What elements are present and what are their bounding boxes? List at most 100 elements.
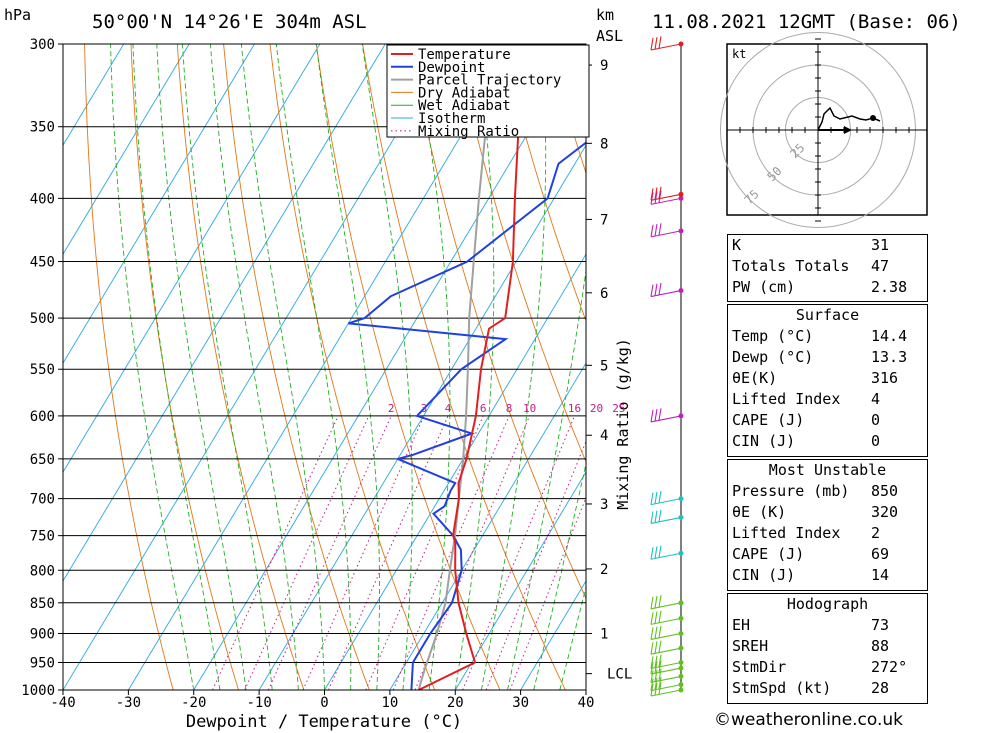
section-title: Hodograph [786, 595, 869, 613]
dry-adiabat-line [408, 44, 586, 600]
wind-barb-staff [650, 632, 682, 641]
km-tick-label: 9 [600, 58, 608, 74]
index-row: θE (K) 320 [728, 502, 927, 523]
datetime-title: 11.08.2021 12GMT (Base: 06) [652, 11, 961, 33]
wind-barb-flag [654, 611, 658, 624]
hodograph-trace [817, 106, 881, 131]
wind-barb-flag [654, 283, 658, 296]
wind-barb-flag [654, 510, 658, 523]
wind-barb-staff [650, 552, 682, 560]
wind-barb-flag [650, 642, 654, 655]
pressure-axis: 300 350 400 450 500 550 600 650 700 750 800 850 900 9… [21, 37, 63, 699]
mixing-ratio-label: 16 [568, 402, 581, 415]
wind-barb-flag [650, 627, 654, 640]
km-tick-label: 8 [600, 136, 608, 152]
dry-adiabat-line [501, 44, 586, 323]
index-label: Lifted Index [732, 390, 841, 408]
km-tick-label: 4 [600, 428, 608, 444]
index-row: Temp (°C) 14.4 [728, 326, 927, 347]
pressure-tick-label: 750 [30, 529, 55, 545]
isotherm-line [520, 580, 586, 690]
wind-barb-staff [650, 516, 682, 524]
temperature-line [418, 44, 527, 690]
index-value: 13.3 [871, 348, 908, 366]
wet-adiabat-line [415, 44, 451, 690]
mixing-ratio-line [462, 415, 575, 690]
wind-barb-flag [658, 282, 662, 296]
isotherm-line [63, 44, 451, 690]
index-value: 2 [871, 524, 881, 542]
index-value: 316 [871, 369, 899, 387]
wind-barb-staff [650, 415, 682, 423]
wind-barb-flag [650, 596, 654, 609]
wind-barb-flag [658, 676, 662, 690]
wind-barb-flag [658, 190, 662, 203]
isotherm-line [454, 471, 586, 690]
wet-adiabat-line [533, 462, 586, 690]
wind-barb-staff [650, 617, 682, 625]
totals-totals-label: Totals Totals [732, 257, 850, 275]
lcl-label: LCL [607, 667, 632, 683]
index-row: StmSpd (kt) 28 [728, 678, 927, 699]
mixing-ratio-label: 20 [590, 402, 603, 415]
section-title-row: Most Unstable [728, 460, 927, 481]
index-label: StmDir [732, 658, 787, 676]
index-value: 272° [871, 658, 908, 676]
wind-barb-flag [650, 188, 654, 201]
km-unit-label: km [596, 6, 614, 24]
index-row: CAPE (J) 0 [728, 410, 927, 431]
pressure-tick-label: 450 [30, 255, 55, 271]
pw-label: PW (cm) [732, 278, 796, 296]
wind-barb-flag [654, 626, 658, 639]
mixing-ratio-line [212, 415, 339, 690]
wind-barb-profile [650, 36, 684, 697]
pressure-tick-label: 500 [30, 311, 55, 327]
km-tick-label: 3 [600, 497, 608, 513]
mixing-ratio-labels: 2 3 4 6 8 10 16 20 25 [388, 402, 626, 415]
x-axis-title: Dewpoint / Temperature (°C) [186, 712, 462, 732]
wind-barb-flag [658, 654, 662, 667]
mixing-ratio-label: 3 [421, 402, 428, 415]
hodograph-marker [870, 115, 876, 121]
km-tick-label: 7 [600, 212, 608, 228]
wind-barb-flag [654, 677, 658, 690]
wind-barb-flag [658, 36, 662, 49]
isotherm-line [63, 44, 255, 364]
index-value: 88 [871, 637, 890, 655]
section-title: Surface [795, 306, 860, 324]
wind-barb-staff [650, 684, 682, 692]
temperature-tick-label: 0 [320, 695, 328, 711]
index-label: CIN (J) [732, 432, 796, 450]
index-row: θE(K) 316 [728, 368, 927, 389]
wind-barb-flag [650, 224, 654, 237]
k-index-value: 31 [871, 236, 890, 254]
wet-adiabat-line [315, 44, 380, 690]
wind-barb-flag [654, 669, 658, 682]
pw-row: PW (cm) 2.38 [728, 277, 927, 298]
wind-barb-flag [654, 491, 658, 504]
index-row: Dewp (°C) 13.3 [728, 347, 927, 368]
wind-barb-flag [658, 640, 662, 653]
asl-unit-label: ASL [596, 27, 623, 45]
index-value: 69 [871, 545, 890, 563]
wind-barb-flag [650, 192, 654, 205]
index-label: Pressure (mb) [732, 482, 850, 500]
mixing-ratio-label: 10 [523, 402, 536, 415]
dry-adiabat-line [965, 44, 1000, 690]
wet-adiabat-line [559, 585, 586, 690]
index-label: Lifted Index [732, 524, 841, 542]
legend-label: Dry Adiabat [418, 85, 511, 101]
wind-barb-flag [650, 656, 654, 669]
wind-barb-flag [654, 191, 658, 204]
dewpoint-line [347, 141, 586, 690]
copyright-footer: ©weatheronline.co.uk [714, 710, 904, 730]
dry-adiabat-line [919, 44, 1000, 690]
km-tick-label: 6 [600, 286, 608, 302]
index-row: Lifted Index 2 [728, 523, 927, 544]
sounding-series [347, 44, 586, 690]
wind-barb-staff [650, 689, 682, 697]
isotherm-line [63, 44, 386, 582]
dry-adiabat-line [223, 44, 370, 690]
mixing-ratio-label: 4 [445, 402, 452, 415]
